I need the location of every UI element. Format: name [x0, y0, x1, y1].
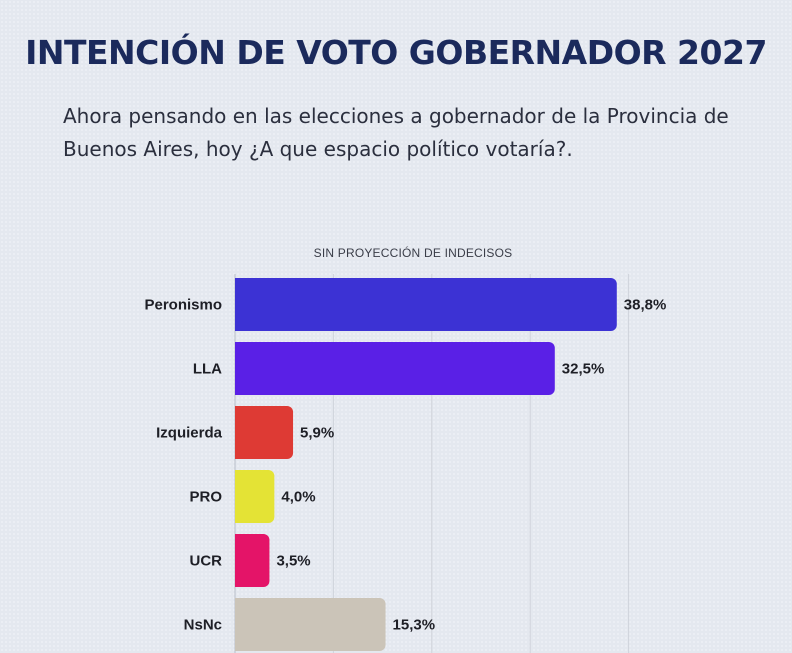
survey-question: Ahora pensando en las elecciones a gober…: [63, 104, 729, 161]
value-label: 32,5%: [562, 361, 605, 378]
bar-izquierda: [235, 406, 294, 459]
bar-ucr: [235, 534, 270, 587]
category-label: UCR: [190, 553, 223, 570]
chart-title: SIN PROYECCIÓN DE INDECISOS: [313, 246, 513, 260]
value-label: 38,8%: [624, 297, 667, 314]
category-label: NsNc: [184, 617, 222, 634]
bar-nsnc: [235, 598, 386, 651]
category-label: Peronismo: [144, 297, 222, 314]
bar-peronismo: [235, 278, 617, 331]
bar-edge: [235, 598, 243, 651]
bar-pro: [235, 470, 275, 523]
chart-svg: Peronismo 38,8% LLA 32,5% Izquierda 5,9% PRO 4,…: [144, 274, 667, 653]
category-label: LLA: [193, 361, 222, 378]
value-label: 4,0%: [281, 489, 315, 506]
value-label: 3,5%: [276, 553, 310, 570]
gridlines: [234, 274, 630, 653]
bar-edge: [235, 406, 243, 459]
value-label: 15,3%: [393, 617, 436, 634]
category-label: PRO: [189, 489, 222, 506]
bar-lla: [235, 342, 555, 395]
bar-edge: [235, 278, 243, 331]
page-title: INTENCIÓN DE VOTO GOBERNADOR 2027: [25, 33, 767, 72]
bar-edge: [235, 342, 243, 395]
category-label: Izquierda: [156, 425, 223, 442]
value-label: 5,9%: [300, 425, 334, 442]
bar-edge: [235, 534, 243, 587]
bar-edge: [235, 470, 243, 523]
bar-chart: SIN PROYECCIÓN DE INDECISOS Peronismo 38,…: [0, 230, 792, 653]
